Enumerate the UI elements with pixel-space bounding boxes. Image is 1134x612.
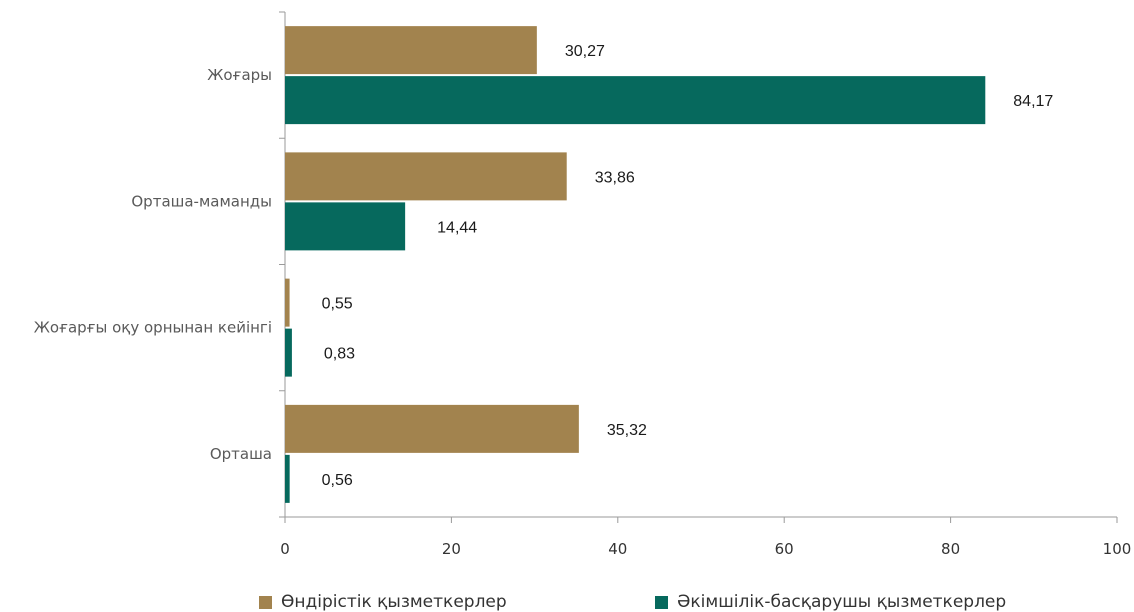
- data-label: 35,32: [607, 422, 647, 439]
- category-label: Орташа-маманды: [131, 192, 272, 210]
- bar-production: [285, 404, 579, 453]
- legend-swatch-administrative: [655, 595, 668, 609]
- bar-production: [285, 152, 567, 201]
- data-label: 33,86: [595, 169, 635, 186]
- legend-item-administrative: Әкімшілік-басқарушы қызметкерлер: [655, 592, 1006, 612]
- x-tick-label: 0: [280, 540, 290, 558]
- data-label: 30,27: [565, 43, 605, 60]
- legend: Өндірістік қызметкерлер Әкімшілік-басқар…: [0, 586, 1134, 612]
- data-label: 0,56: [322, 472, 353, 489]
- x-tick-label: 80: [941, 540, 960, 558]
- x-tick-label: 100: [1103, 540, 1132, 558]
- x-tick-label: 60: [775, 540, 794, 558]
- category-label: Жоғарғы оқу орнынан кейінгі: [34, 319, 272, 337]
- bar-administrative: [285, 328, 292, 377]
- bar-administrative: [285, 454, 290, 503]
- bar-production: [285, 278, 290, 327]
- data-label: 0,55: [322, 296, 353, 313]
- bar-administrative: [285, 76, 986, 125]
- bar-chart: 0 20 40 60 80 100 Жоғары 30,27 84,17 Орташа-маман…: [34, 11, 1132, 558]
- legend-swatch-production: [259, 595, 272, 609]
- legend-item-production: Өндірістік қызметкерлер: [259, 592, 507, 612]
- x-tick-label: 20: [442, 540, 461, 558]
- data-label: 0,83: [324, 346, 355, 363]
- category-label: Орташа: [210, 445, 272, 463]
- bar-administrative: [285, 202, 406, 251]
- legend-label-production: Өндірістік қызметкерлер: [281, 592, 507, 612]
- category-label: Жоғары: [207, 66, 272, 84]
- data-label: 84,17: [1013, 93, 1053, 110]
- bar-production: [285, 26, 537, 75]
- data-label: 14,44: [437, 219, 477, 236]
- legend-label-administrative: Әкімшілік-басқарушы қызметкерлер: [677, 592, 1007, 612]
- x-tick-label: 40: [608, 540, 627, 558]
